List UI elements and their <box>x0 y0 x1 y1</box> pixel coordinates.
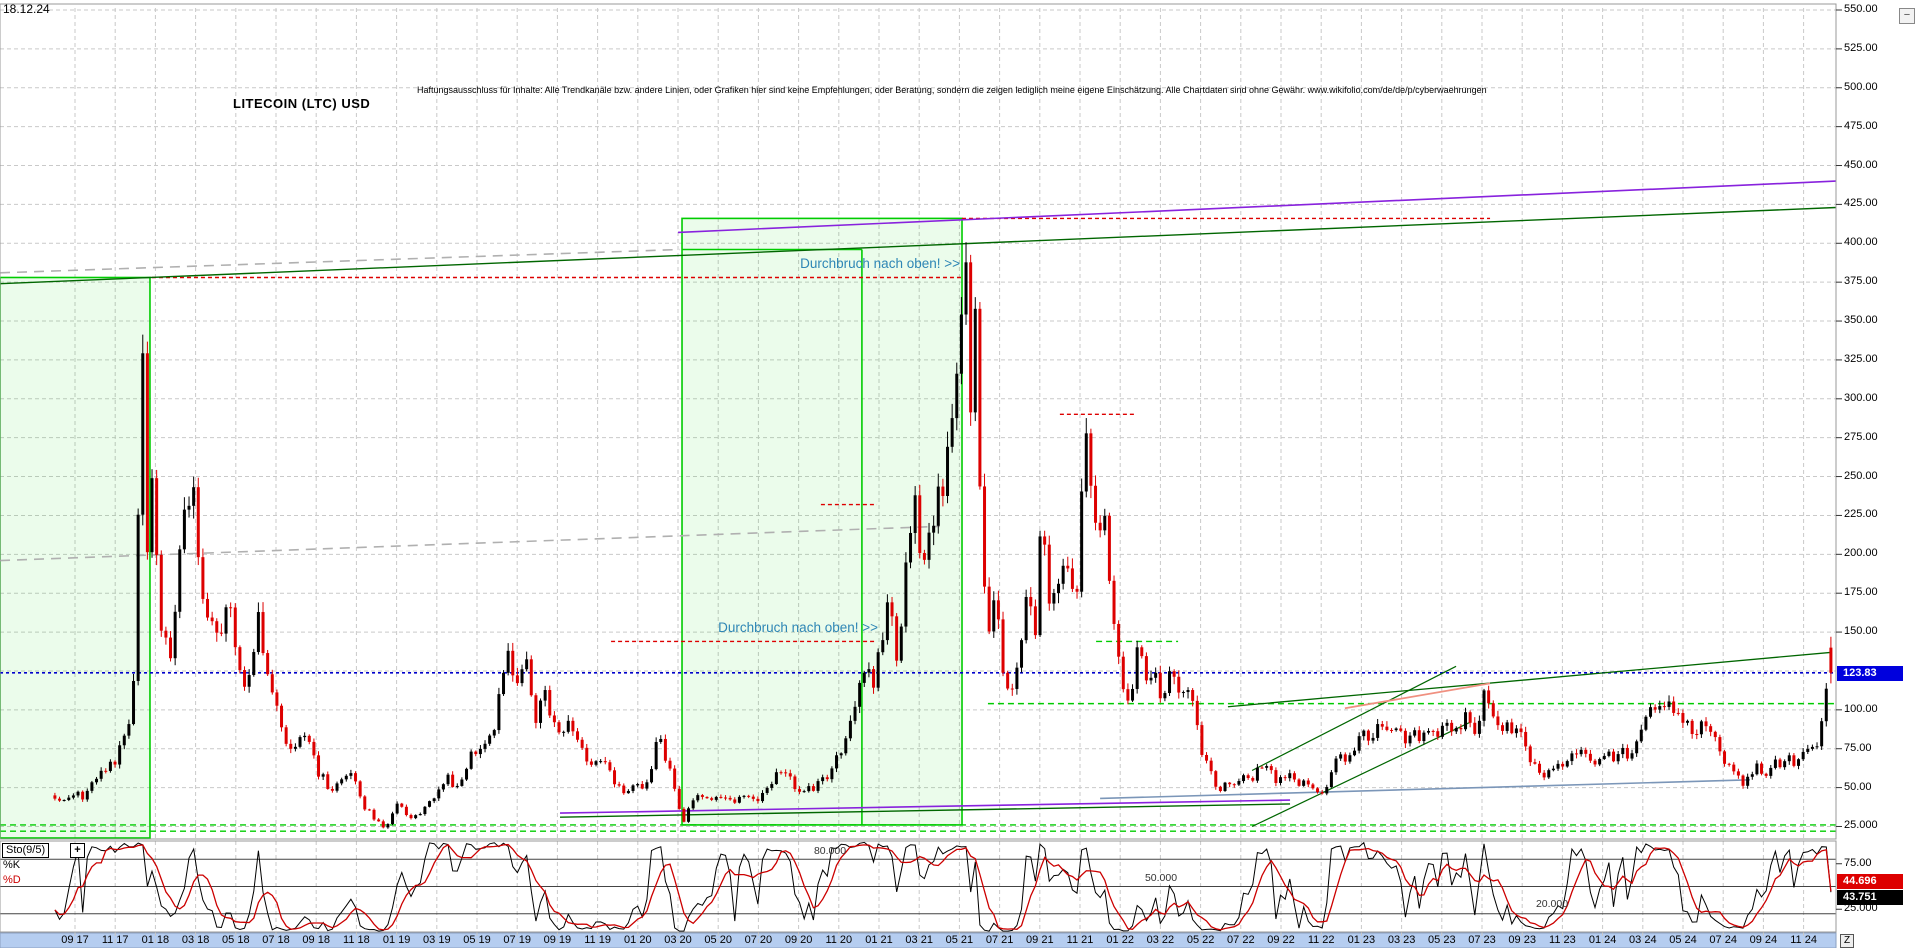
x-axis-label: 05 20 <box>704 934 732 946</box>
x-axis-label: 07 19 <box>503 934 531 946</box>
y-axis-label: 375.00 <box>1844 275 1878 288</box>
x-axis-label: 09 18 <box>302 934 330 946</box>
y-axis-label: 225.00 <box>1844 508 1878 521</box>
x-axis-label: 01 19 <box>382 934 411 946</box>
y-axis-label: 275.00 <box>1844 430 1878 443</box>
indicator-level-label: 50.000 <box>1144 872 1178 884</box>
disclaimer-text: Haftungsausschluss für Inhalte: Alle Tre… <box>417 85 1487 95</box>
x-axis-label: 11 21 <box>1066 934 1094 946</box>
x-axis-label: 07 21 <box>985 934 1014 946</box>
indicator-level-label: 80.000 <box>813 845 847 857</box>
stochastic-legend[interactable]: Sto(9/5) <box>2 843 50 858</box>
expand-icon[interactable]: + <box>70 843 85 858</box>
x-axis-label: 09 21 <box>1026 934 1054 946</box>
x-axis-label: 09 20 <box>784 934 813 946</box>
y-axis-label: 475.00 <box>1844 119 1878 132</box>
x-axis-label: 01 21 <box>865 934 893 946</box>
x-axis-label: 01 22 <box>1106 934 1134 946</box>
y-axis-label: 525.00 <box>1844 41 1878 54</box>
x-axis-label: 07 24 <box>1709 934 1737 946</box>
x-axis-label: 11 19 <box>584 934 611 946</box>
y-axis-label: 550.00 <box>1844 3 1878 15</box>
y-axis-label: 75.00 <box>1844 741 1872 754</box>
x-axis-label: 05 24 <box>1669 934 1697 946</box>
x-axis-label: 09 19 <box>543 934 572 946</box>
x-axis-label: 07 18 <box>262 934 290 946</box>
y-axis-label: 500.00 <box>1844 80 1878 93</box>
x-axis-label: 11 22 <box>1307 934 1335 946</box>
x-axis-label: 05 23 <box>1428 934 1456 946</box>
x-axis-label: 03 21 <box>905 934 933 946</box>
y-axis-label: 425.00 <box>1844 197 1878 210</box>
y-axis-label: 150.00 <box>1844 625 1878 638</box>
x-axis-label: 09 17 <box>61 934 89 946</box>
breakout-annotation-2: Durchbruch nach oben! >> <box>718 620 878 635</box>
x-axis-label: 03 18 <box>181 934 210 946</box>
x-axis-label: 03 24 <box>1629 934 1657 946</box>
x-axis-label: 05 19 <box>463 934 491 946</box>
x-axis-label: 07 23 <box>1468 934 1496 946</box>
x-axis-label: 09 23 <box>1508 934 1536 946</box>
indicator-axis-label: 75.00 <box>1844 856 1872 869</box>
y-axis-label: 450.00 <box>1844 158 1878 171</box>
y-axis-label: 300.00 <box>1844 391 1878 404</box>
y-axis-label: 200.00 <box>1844 547 1878 560</box>
x-axis-label: 05 21 <box>945 934 974 946</box>
x-axis-label: 11 17 <box>101 934 129 946</box>
x-axis-label: 09 24 <box>1749 934 1778 946</box>
y-axis-label: 250.00 <box>1844 469 1878 482</box>
x-axis-label: 03 20 <box>664 934 692 946</box>
page-title: LITECOIN (LTC) USD <box>233 96 371 111</box>
y-axis-label: 350.00 <box>1844 314 1878 327</box>
zoom-tool-button[interactable]: Z <box>1840 934 1854 948</box>
stochastic-d-badge: 44.696 <box>1837 874 1903 889</box>
stochastic-k-badge: 43.751 <box>1837 890 1903 905</box>
stochastic-d-label: %D <box>3 874 21 886</box>
x-axis-label: 01 20 <box>624 934 652 946</box>
chart-date: 18.12.24 <box>3 2 50 16</box>
stochastic-k-label: %K <box>3 859 21 871</box>
indicator-axis-label: 25.000 <box>1844 902 1878 915</box>
x-axis-label: 05 22 <box>1186 934 1215 946</box>
x-axis-label: 01 23 <box>1347 934 1376 946</box>
x-axis-label: 09 22 <box>1267 934 1295 946</box>
current-price-badge: 123.83 <box>1837 665 1903 681</box>
y-axis-label: 100.00 <box>1844 702 1878 715</box>
x-axis-label: 07 20 <box>744 934 773 946</box>
x-axis-label: 03 23 <box>1387 934 1416 946</box>
y-axis-label: 400.00 <box>1844 236 1878 249</box>
collapse-icon[interactable]: − <box>1899 8 1915 24</box>
breakout-annotation-1: Durchbruch nach oben! >> <box>800 256 960 271</box>
x-axis-label: 11 18 <box>343 934 370 946</box>
x-axis-label: 11 24 <box>1790 934 1817 946</box>
x-axis-label: 05 18 <box>222 934 250 946</box>
x-axis-label: 11 23 <box>1549 934 1576 946</box>
indicator-level-label: 20.000 <box>1535 898 1569 910</box>
y-axis-label: 50.00 <box>1844 780 1872 793</box>
y-axis-label: 175.00 <box>1844 586 1878 599</box>
y-axis-label: 25.000 <box>1844 819 1878 832</box>
x-axis-label: 01 18 <box>141 934 170 946</box>
y-axis-label: 325.00 <box>1844 352 1878 365</box>
x-axis-label: 03 19 <box>423 934 451 946</box>
x-axis-label: 01 24 <box>1588 934 1617 946</box>
x-axis-label: 11 20 <box>825 934 853 946</box>
x-axis-label: 03 22 <box>1146 934 1175 946</box>
x-axis-label: 07 22 <box>1227 934 1255 946</box>
